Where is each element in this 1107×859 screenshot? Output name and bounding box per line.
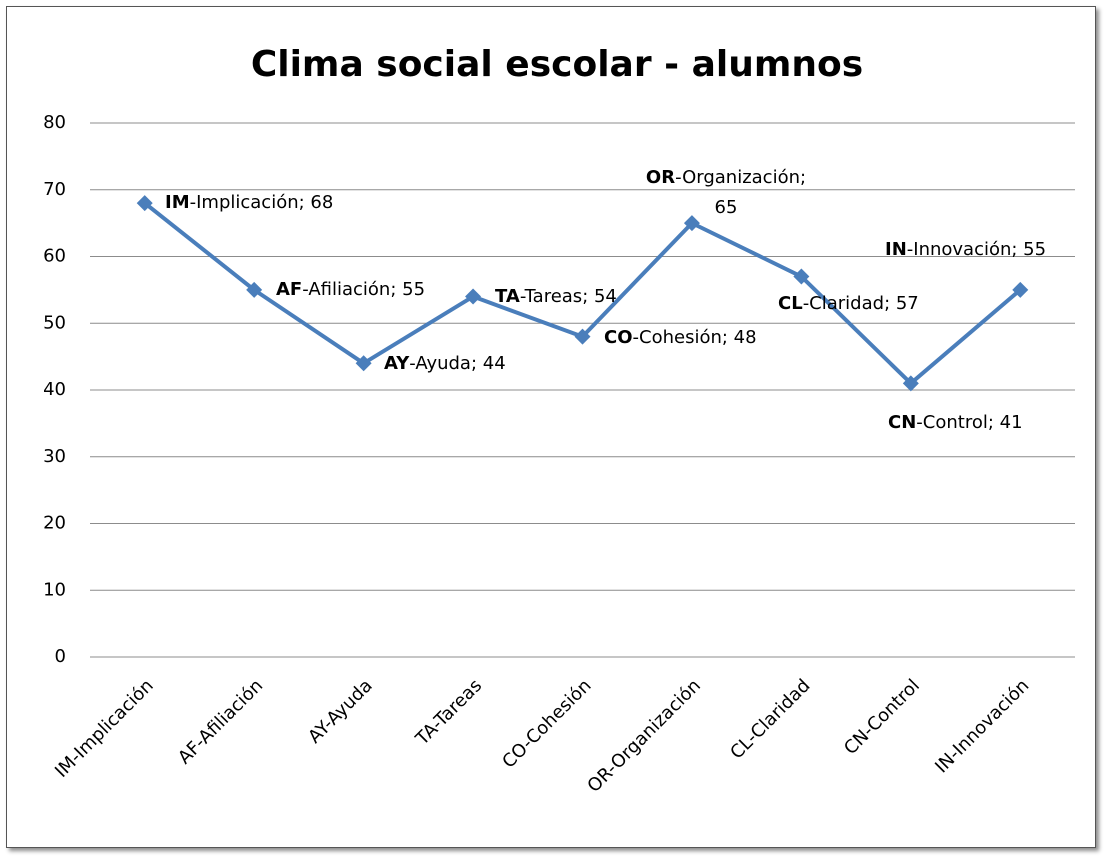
y-tick-label: 30 — [43, 446, 66, 467]
y-tick-label: 40 — [43, 379, 66, 400]
marker — [246, 281, 263, 298]
data-label: AF-Afiliación; 55 — [276, 279, 425, 300]
data-label: CN-Control; 41 — [888, 412, 1023, 433]
y-tick-label: 50 — [43, 312, 66, 333]
marker — [465, 288, 482, 305]
data-label: CL-Claridad; 57 — [778, 293, 919, 314]
y-tick-label: 60 — [43, 246, 66, 267]
x-tick-label: AF-Afiliación — [174, 675, 267, 768]
x-tick-label: IN-Innovación — [931, 675, 1033, 777]
marker — [136, 195, 153, 212]
marker — [793, 268, 810, 285]
x-tick-label: TA-Tareas — [411, 675, 486, 750]
marker — [683, 215, 700, 232]
data-label: OR-Organización; 65 — [646, 167, 806, 218]
data-label: IM-Implicación; 68 — [165, 192, 333, 213]
y-tick-label: 0 — [55, 646, 66, 667]
x-tick-label: CN-Control — [840, 675, 924, 759]
data-label: IN-Innovación; 55 — [885, 239, 1046, 260]
chart-frame — [6, 6, 1096, 848]
x-tick-label: CL-Claridad — [726, 675, 814, 763]
x-tick-label: IM-Implicación — [51, 675, 158, 782]
y-tick-label: 20 — [43, 513, 66, 534]
marker — [902, 375, 919, 392]
marker — [355, 355, 372, 372]
marker — [574, 328, 591, 345]
x-tick-label: CO-Cohesión — [498, 675, 595, 772]
marker — [1012, 281, 1029, 298]
x-tick-label: AY-Ayuda — [304, 675, 376, 747]
data-label: CO-Cohesión; 48 — [604, 327, 757, 348]
data-label: AY-Ayuda; 44 — [384, 353, 506, 374]
x-tick-label: OR-Organización — [583, 675, 705, 797]
y-tick-label: 80 — [43, 112, 66, 133]
y-tick-label: 70 — [43, 179, 66, 200]
y-tick-label: 10 — [43, 579, 66, 600]
data-label: TA-Tareas; 54 — [495, 286, 617, 307]
chart-title: Clima social escolar - alumnos — [251, 44, 863, 85]
